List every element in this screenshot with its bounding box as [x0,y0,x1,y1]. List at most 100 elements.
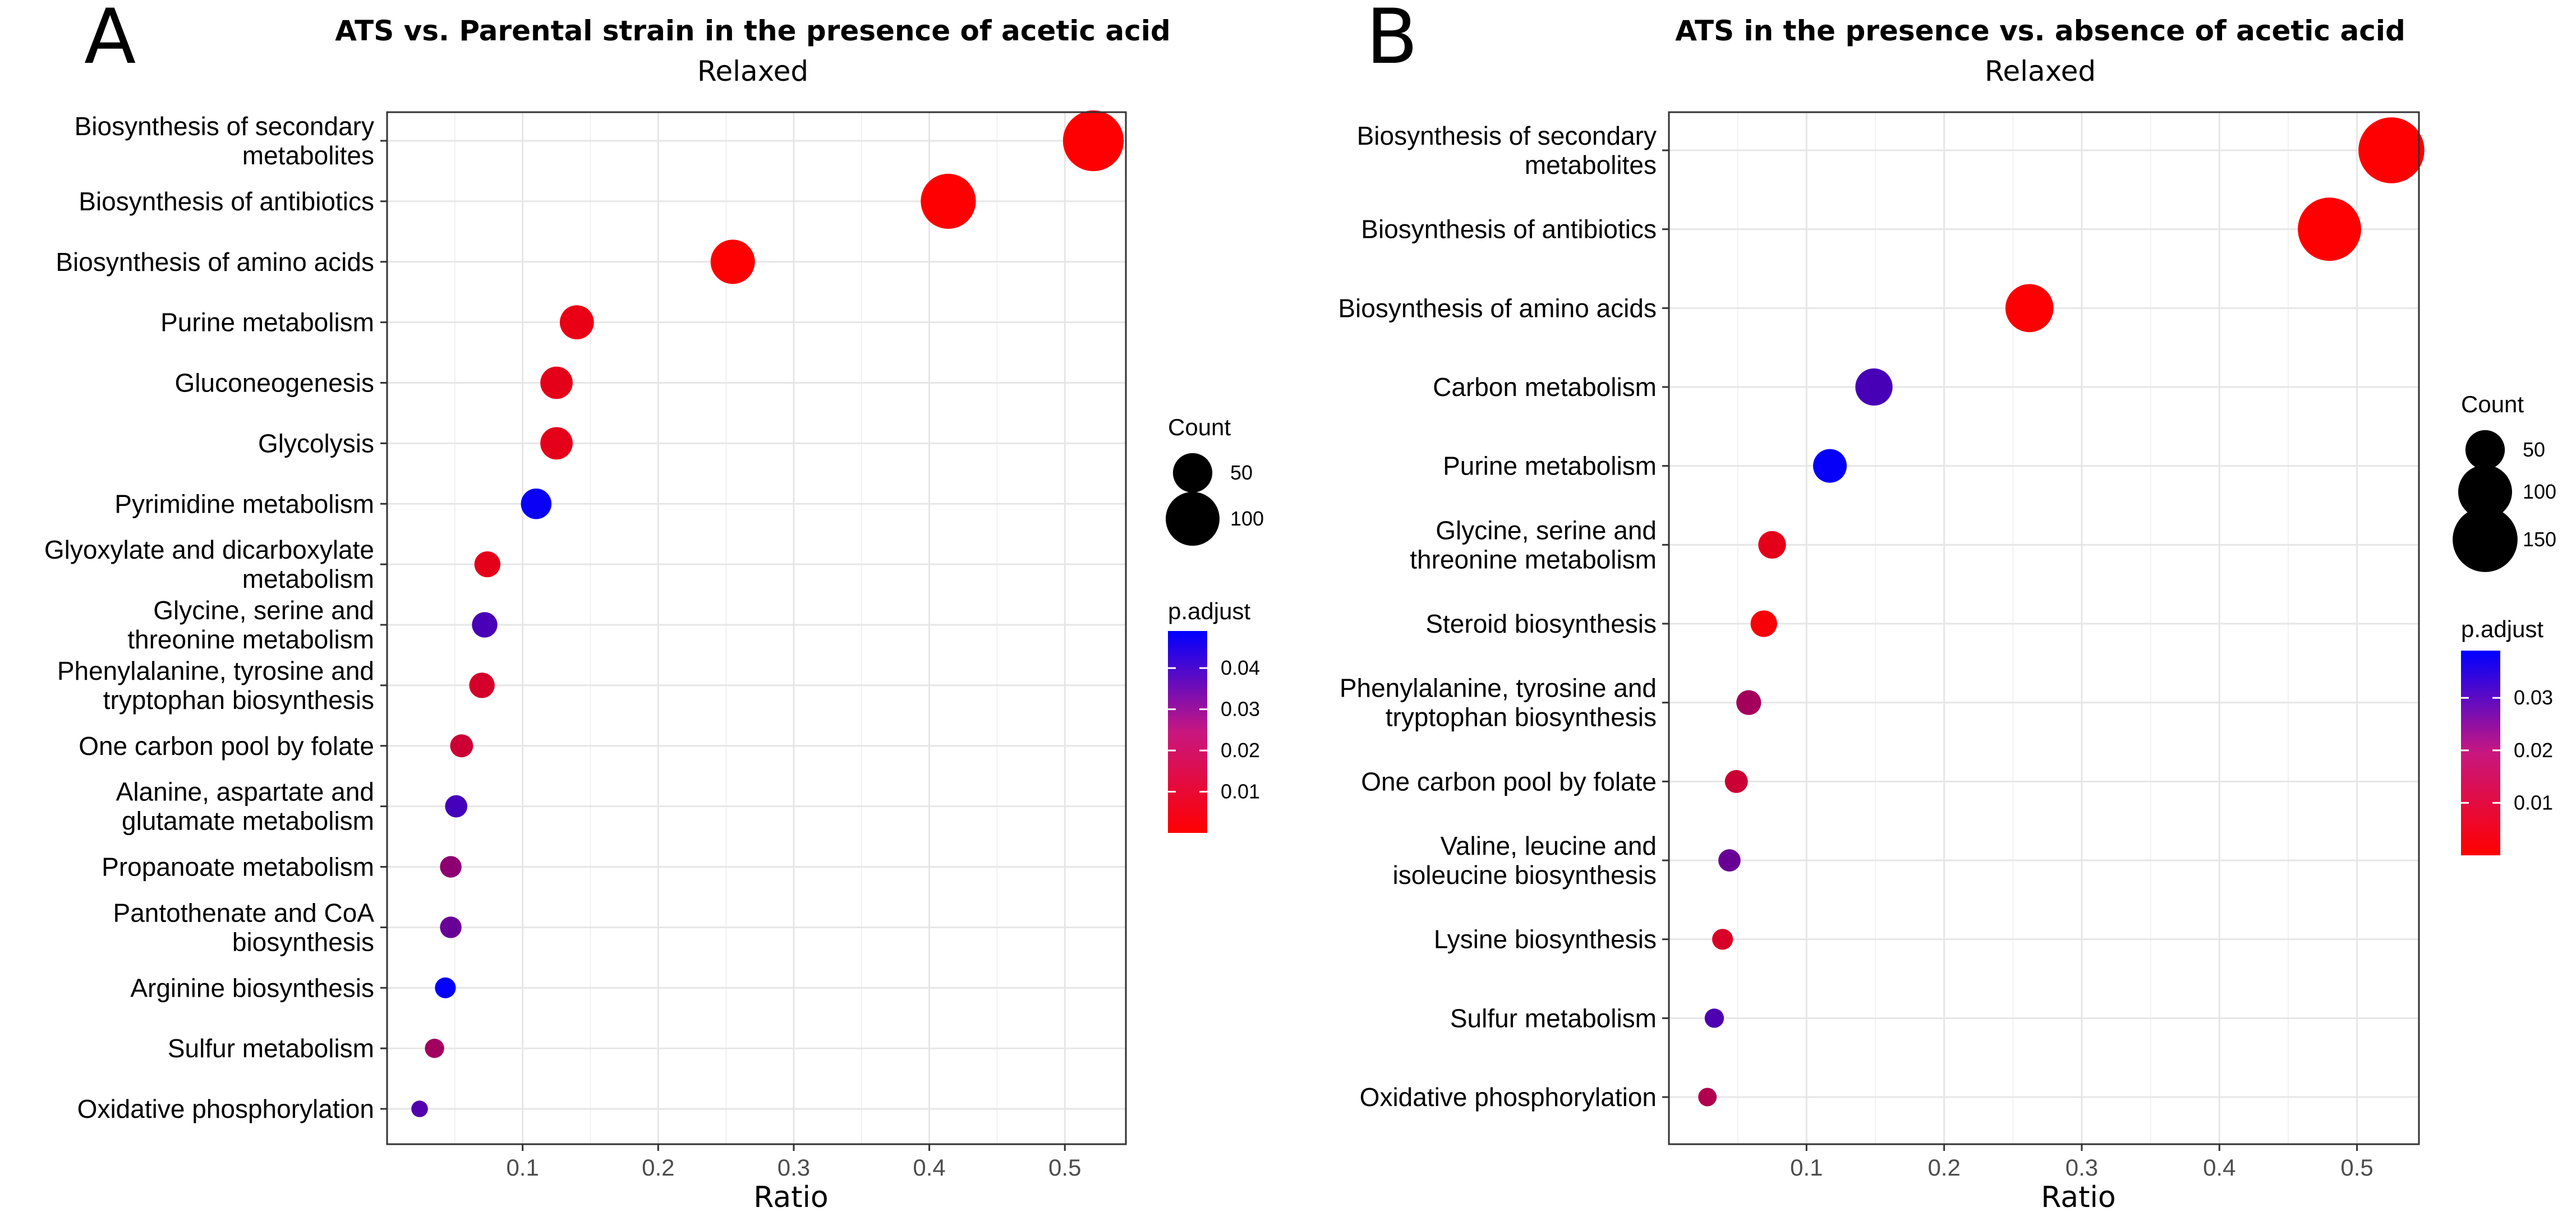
y-axis-labels-a: Biosynthesis of secondary metabolites Bios… [44,112,374,1123]
data-point [2005,284,2054,333]
data-point [435,977,456,998]
color-bar-b [2461,651,2500,855]
x-tick-label: 0.5 [1048,1154,1081,1181]
data-point [1062,110,1124,172]
size-legend-a: Count 50 100 [1166,414,1264,546]
data-point [440,856,462,878]
category-label: Biosynthesis of amino acids [1338,293,1657,323]
grid-b [1669,112,2419,1144]
category-label: Oxidative phosphorylation [77,1094,374,1123]
color-legend-label: 0.03 [2514,686,2553,709]
size-legend-title-b: Count [2461,391,2524,417]
plot-frame-a [386,111,1127,1145]
color-legend-a: p.adjust 0.01 0.02 0.03 0.04 [1168,598,1260,833]
points-a [411,110,1124,1117]
x-tick-label: 0.1 [1790,1154,1823,1181]
size-legend-key [1172,453,1213,493]
plot-frame-b [1668,111,2420,1145]
color-legend-title-a: p.adjust [1168,598,1250,624]
size-legend-label: 50 [1230,461,1253,484]
data-point [1718,849,1741,872]
y-axis-labels-b: Biosynthesis of secondary metabolites Bios… [1338,121,1657,1112]
category-label: Gluconeogenesis [175,368,374,398]
color-legend-title-b: p.adjust [2461,616,2543,642]
category-label: Biosynthesis of secondary metabolites [75,112,374,170]
category-label: Biosynthesis of secondary metabolites [1357,121,1657,179]
data-point [2358,117,2425,183]
data-point [921,173,976,229]
data-point [474,551,501,578]
data-point [2298,197,2361,261]
data-point [472,612,498,638]
data-point [1813,449,1847,483]
points-b [1698,117,2425,1107]
data-point [440,916,462,938]
chart-subtitle-b: Relaxed [1985,55,2096,87]
category-label: Valine, leucine and isoleucine biosynthes… [1393,831,1657,890]
data-point [1712,929,1733,950]
category-label: Oxidative phosphorylation [1360,1082,1657,1112]
data-point [1724,770,1748,793]
data-point [1750,610,1777,637]
data-point [559,305,594,340]
data-point [1736,690,1761,715]
category-label: Carbon metabolism [1433,372,1657,402]
category-label: Sulfur metabolism [168,1034,374,1063]
size-legend-key [1166,492,1220,546]
size-legend-key [2465,430,2505,470]
y-axis-ticks-b [1662,149,1669,1098]
x-tick-label: 0.3 [778,1154,810,1181]
category-label: Pantothenate and CoA biosynthesis [113,898,375,956]
data-point [1698,1088,1717,1107]
category-label: Biosynthesis of antibiotics [1361,215,1657,244]
size-legend-label: 100 [2523,480,2556,503]
size-legend-title-a: Count [1168,414,1231,440]
data-point [521,488,552,519]
x-axis-ticks-b: 0.1 0.2 0.3 0.4 0.5 [1790,1144,2373,1181]
data-point [450,734,473,758]
category-label: Phenylalanine, tyrosine and tryptophan bi… [1340,674,1657,732]
x-axis-ticks-a: 0.1 0.2 0.3 0.4 0.5 [506,1144,1081,1181]
color-legend-label: 0.02 [1221,739,1260,762]
size-legend-label: 50 [2523,438,2545,461]
category-label: Glyoxylate and dicarboxylate metabolism [44,535,374,593]
category-label: Phenylalanine, tyrosine and tryptophan bi… [57,656,374,715]
chart-title-b: ATS in the presence vs. absence of aceti… [1675,15,2405,47]
category-label: Biosynthesis of antibiotics [79,187,374,216]
y-axis-ticks-a [380,140,387,1110]
data-point [1704,1008,1724,1028]
color-legend-b: p.adjust 0.01 0.02 0.03 [2461,616,2553,855]
data-point [411,1100,428,1117]
data-point [445,795,468,818]
category-label: Purine metabolism [160,308,374,337]
color-legend-label: 0.01 [2514,791,2553,814]
x-tick-label: 0.4 [2203,1154,2235,1181]
data-point [469,672,495,698]
data-point [1758,531,1786,559]
category-label: Sulfur metabolism [1450,1003,1657,1033]
color-legend-label: 0.04 [1221,656,1260,679]
x-tick-label: 0.2 [642,1154,674,1181]
color-legend-label: 0.01 [1221,780,1260,803]
category-label: Alanine, aspartate and glutamate metaboli… [116,777,374,836]
grid-a [387,112,1126,1144]
category-label: Propanoate metabolism [102,853,374,882]
color-legend-label: 0.03 [1221,698,1260,721]
x-tick-label: 0.1 [506,1154,539,1181]
size-legend-b: Count 50 100 150 [2453,391,2556,572]
category-label: Pyrimidine metabolism [114,489,374,518]
chart-subtitle-a: Relaxed [697,55,808,87]
panel-b: B ATS in the presence vs. absence of ace… [1338,0,2556,1214]
category-label: Purine metabolism [1443,452,1657,481]
x-axis-title-a: Ratio [753,1181,829,1214]
x-axis-title-b: Ratio [2041,1181,2116,1214]
size-legend-key [2453,507,2518,572]
category-label: Steroid biosynthesis [1425,609,1657,638]
category-label: One carbon pool by folate [1361,767,1657,796]
data-point [540,427,573,460]
x-tick-label: 0.2 [1928,1154,1960,1181]
category-label: Biosynthesis of amino acids [56,247,374,277]
color-bar-a [1168,631,1207,833]
size-legend-key [2458,465,2512,519]
data-point [1855,368,1893,406]
